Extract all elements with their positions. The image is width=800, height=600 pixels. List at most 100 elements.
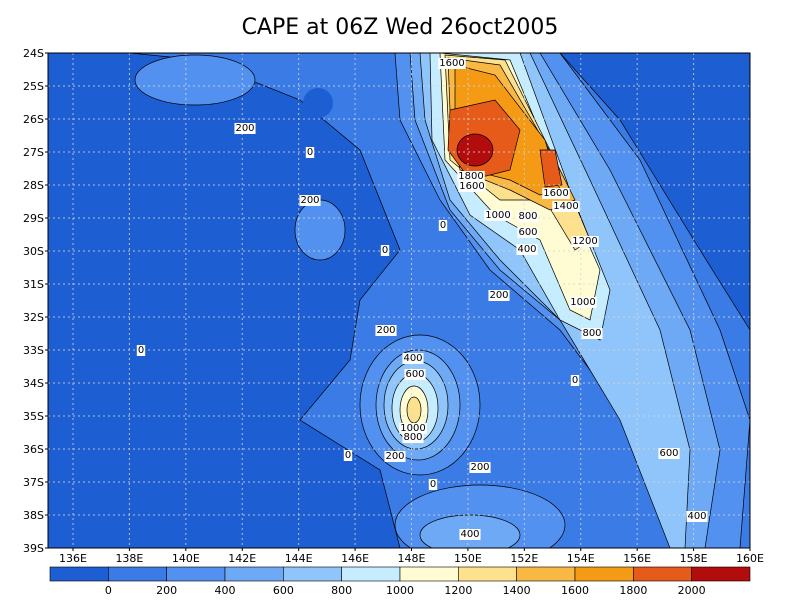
colorbar-label: 1000	[386, 584, 414, 597]
colorbar-box	[224, 566, 284, 582]
contour-label: 800	[582, 328, 601, 339]
contour-label: 0	[138, 345, 144, 356]
colorbar-box	[574, 566, 634, 582]
contour-label: 200	[235, 123, 254, 134]
contour-label: 0	[345, 450, 351, 461]
contour-label-box	[571, 236, 599, 247]
contour-label: 1000	[485, 210, 510, 221]
y-tick-label: 30S	[23, 245, 44, 258]
colorbar-box	[633, 566, 692, 582]
y-tick-label: 27S	[23, 146, 44, 159]
contour-label-box	[686, 511, 708, 522]
colorbar-box	[341, 566, 401, 582]
x-tick-label: 154E	[567, 552, 595, 565]
contour-label: 200	[385, 451, 404, 462]
y-tick-label: 35S	[23, 410, 44, 423]
contour-label-box	[569, 297, 597, 308]
contour-label: 400	[517, 244, 536, 255]
contour-label-box	[581, 328, 603, 339]
plot-frame	[47, 52, 751, 549]
contour-label: 0	[440, 220, 446, 231]
colorbar-box	[283, 566, 342, 582]
contour-field	[48, 53, 750, 548]
field-region	[456, 133, 494, 167]
y-tick-label: 34S	[23, 377, 44, 390]
map-title: CAPE at 06Z Wed 26oct2005	[242, 15, 559, 40]
low-cells	[73, 88, 333, 347]
colorbar-box	[49, 566, 109, 582]
x-tick-label: 160E	[736, 552, 764, 565]
colorbar-box	[399, 566, 459, 582]
colorbar-box	[458, 566, 517, 582]
contour-label-box	[375, 325, 397, 336]
grid	[48, 53, 750, 548]
contour-label: 1600	[439, 58, 464, 69]
contour-label: 400	[687, 511, 706, 522]
contour-label-box	[404, 369, 426, 380]
contour-label-box	[402, 432, 424, 443]
contour-label: 0	[572, 375, 578, 386]
x-tick-label: 142E	[228, 552, 256, 565]
contour-label-box	[380, 245, 390, 256]
x-tick-label: 140E	[172, 552, 200, 565]
colorbar-label: 800	[331, 584, 352, 597]
colorbar-label: 400	[215, 584, 236, 597]
colorbar-box	[166, 566, 226, 582]
colorbar: 0 200 400 600 800 1000 1200 1400 1600 1800 2000	[49, 566, 751, 597]
contour-label-box	[136, 345, 146, 356]
x-tick-label: 136E	[59, 552, 87, 565]
contour-label-box	[299, 195, 321, 206]
contour-label-box	[570, 375, 580, 386]
colorbar-box	[691, 566, 751, 582]
y-tick-label: 37S	[23, 476, 44, 489]
contour-label: 1400	[553, 201, 578, 212]
contour-label-box	[517, 227, 539, 238]
contour-label: 400	[460, 529, 479, 540]
contour-label: 0	[307, 147, 313, 158]
y-tick-label: 26S	[23, 113, 44, 126]
colorbar-label: 2000	[678, 584, 706, 597]
contour-labels: 1600 200 0 200 1800 1600 1600 1400 1000 …	[136, 58, 708, 540]
contour-label-box	[469, 462, 491, 473]
contour-label-box	[658, 448, 680, 459]
contour-label: 1600	[459, 181, 484, 192]
contour-label: 0	[382, 245, 388, 256]
contour-label-box	[484, 210, 512, 221]
contour-label-box	[517, 211, 539, 222]
colorbar-label: 1800	[619, 584, 647, 597]
contour-label: 1600	[543, 188, 568, 199]
field-region	[539, 149, 563, 188]
x-tick-label: 150E	[454, 552, 482, 565]
contour-label-box	[438, 58, 466, 69]
contour-label-box	[428, 479, 438, 490]
contour-label-box	[459, 529, 481, 540]
contour-label: 800	[403, 432, 422, 443]
colorbar-label: 1200	[444, 584, 472, 597]
x-tick-label: 158E	[680, 552, 708, 565]
contour-label: 1200	[572, 236, 597, 247]
x-tick-label: 138E	[115, 552, 143, 565]
y-tick-label: 24S	[23, 47, 44, 60]
contour-label: 200	[489, 290, 508, 301]
contour-label-box	[343, 450, 353, 461]
contour-label-box	[305, 147, 315, 158]
colorbar-label: 0	[105, 584, 112, 597]
y-tick-label: 39S	[23, 542, 44, 555]
colorbar-label: 1400	[503, 584, 531, 597]
y-tick-label: 36S	[23, 443, 44, 456]
contour-label-box	[402, 353, 424, 364]
contour-label: 600	[405, 369, 424, 380]
colorbar-box	[516, 566, 576, 582]
contour-label: 800	[518, 211, 537, 222]
contour-label-box	[458, 181, 486, 192]
contour-label-box	[399, 423, 427, 434]
contour-label: 400	[403, 353, 422, 364]
contour-label: 600	[659, 448, 678, 459]
contour-label-box	[438, 220, 448, 231]
contour-label: 1000	[570, 297, 595, 308]
colorbar-label: 200	[156, 584, 177, 597]
contour-label-box	[457, 171, 485, 182]
y-tick-label: 32S	[23, 311, 44, 324]
y-tick-label: 25S	[23, 80, 44, 93]
field-region	[406, 396, 422, 424]
